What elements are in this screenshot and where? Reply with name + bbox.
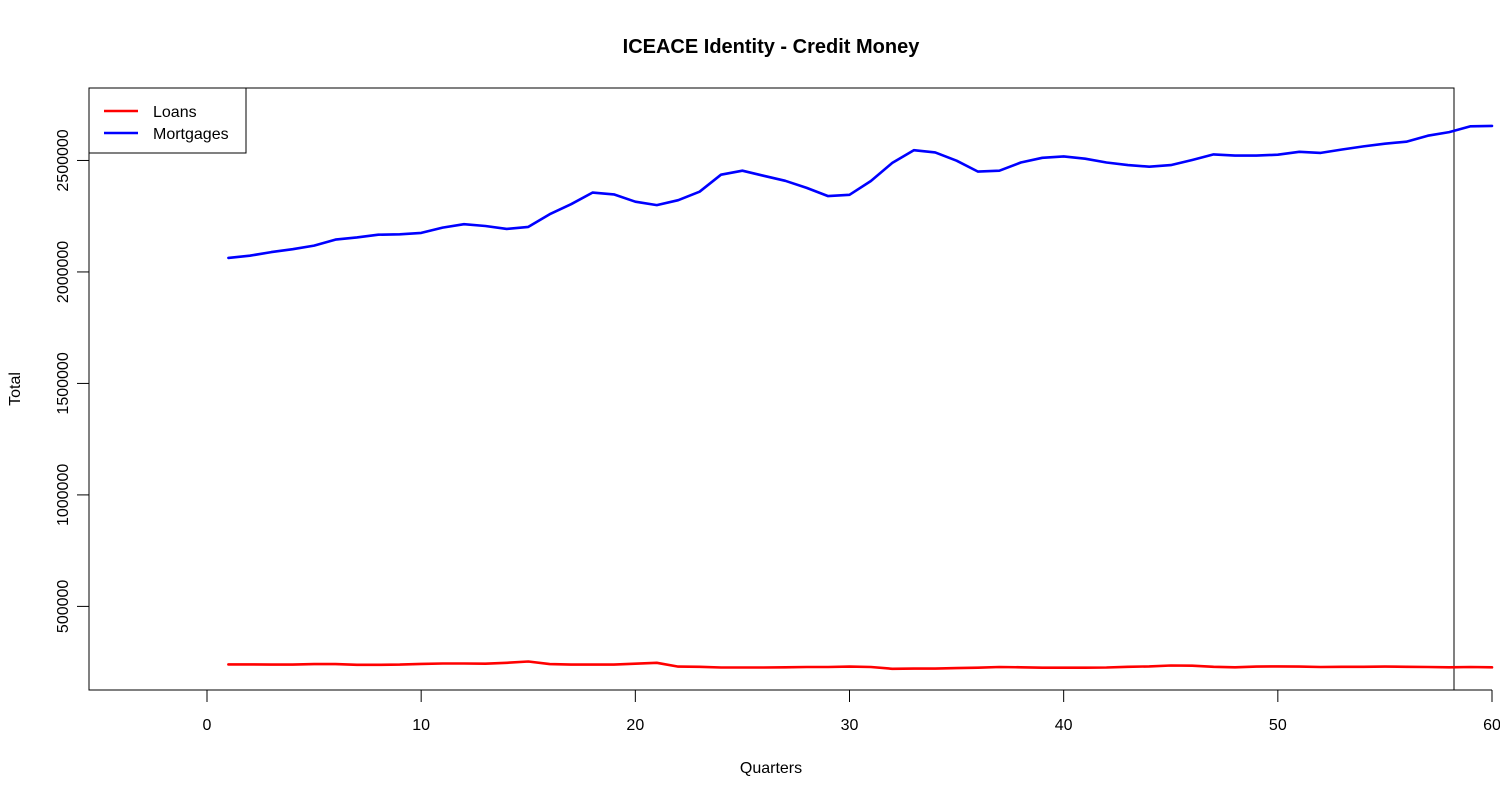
x-axis-label: Quarters xyxy=(740,760,802,777)
x-tick-label: 50 xyxy=(1269,717,1287,734)
legend-label-mortgages: Mortgages xyxy=(153,126,229,143)
x-tick-label: 10 xyxy=(412,717,430,734)
x-tick-label: 0 xyxy=(203,717,212,734)
x-tick-label: 60 xyxy=(1483,717,1500,734)
series-line-mortgages xyxy=(227,124,1494,260)
legend-box xyxy=(88,87,247,154)
x-tick-label: 30 xyxy=(841,717,859,734)
y-tick-label: 500000 xyxy=(55,580,72,633)
legend: Loans Mortgages xyxy=(88,87,247,154)
y-tick-label: 1500000 xyxy=(55,352,72,414)
chart-title: ICEACE Identity - Credit Money xyxy=(623,36,921,58)
y-axis-label: Total xyxy=(7,372,24,406)
x-tick-label: 40 xyxy=(1055,717,1073,734)
y-tick-label: 1000000 xyxy=(55,464,72,526)
series-line-loans xyxy=(227,660,1494,671)
y-tick-label: 2500000 xyxy=(55,129,72,191)
x-axis: 0 10 20 30 40 50 60 xyxy=(203,689,1500,734)
y-tick-label: 2000000 xyxy=(55,241,72,303)
x-tick-label: 20 xyxy=(626,717,644,734)
y-axis: 500000 1000000 1500000 2000000 2500000 xyxy=(55,129,90,633)
series-layer xyxy=(227,124,1494,671)
legend-label-loans: Loans xyxy=(153,104,197,121)
